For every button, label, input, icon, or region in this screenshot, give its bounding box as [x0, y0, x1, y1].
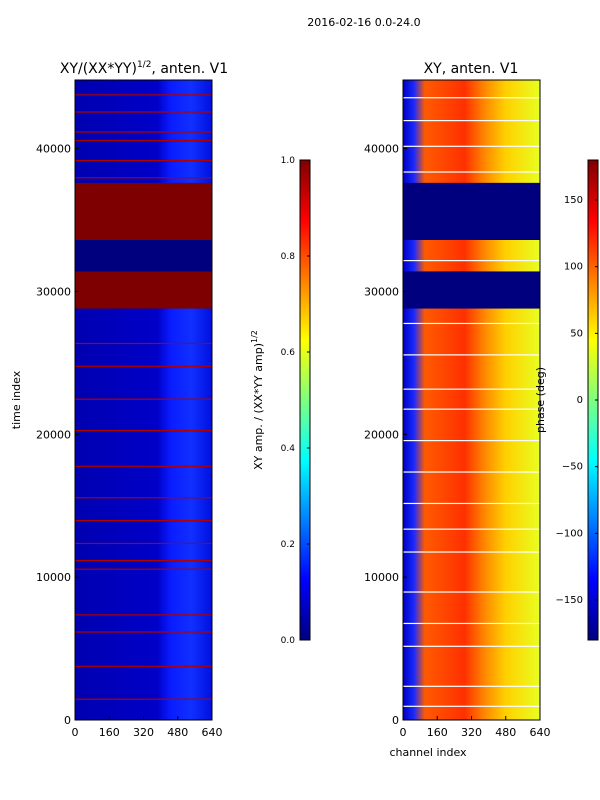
phase-colorbar-tick-label: 150	[564, 195, 583, 206]
amplitude-flagged-row	[75, 568, 212, 570]
phase-flagged-row	[403, 705, 540, 707]
amplitude-y-axis-label: time index	[10, 370, 23, 429]
figure-suptitle: 2016-02-16 0.0-24.0	[307, 16, 420, 29]
phase-x-tick-label: 480	[495, 726, 516, 739]
amplitude-x-tick-label: 320	[133, 726, 154, 739]
phase-flagged-row	[403, 145, 540, 147]
amplitude-x-tick-label: 160	[99, 726, 120, 739]
amplitude-x-tick-label: 640	[202, 726, 223, 739]
phase-flagged-row	[403, 408, 540, 410]
amplitude-x-tick-label: 0	[72, 726, 79, 739]
amplitude-flagged-row	[75, 94, 212, 96]
phase-x-axis-label: channel index	[389, 746, 467, 759]
amplitude-flagged-row	[75, 497, 212, 499]
phase-colorbar-label: phase (deg)	[534, 367, 547, 433]
amplitude-y-ticks: 0 10000 20000 30000 40000	[36, 143, 79, 727]
phase-low-band	[403, 182, 540, 240]
amplitude-flagged-row	[75, 542, 212, 545]
phase-x-tick-label: 640	[530, 726, 551, 739]
phase-colorbar-tick-label: 50	[570, 328, 583, 339]
amplitude-flagged-row	[75, 631, 212, 633]
amplitude-panel-title: XY/(XX*YY)1/2, anten. V1	[60, 60, 228, 77]
amplitude-y-tick-label: 10000	[36, 571, 71, 584]
amplitude-flagged-row	[75, 111, 212, 113]
amplitude-flagged-row	[75, 140, 212, 142]
amplitude-flagged-row	[75, 131, 212, 133]
amplitude-colorbar-tick-label: 0.2	[281, 540, 295, 550]
phase-low-band	[403, 271, 540, 309]
phase-flagged-row	[403, 354, 540, 356]
amplitude-flagged-row	[75, 365, 212, 367]
amplitude-x-ticks: 0 160 320 480 640	[72, 716, 223, 739]
amplitude-y-tick-label: 20000	[36, 428, 71, 441]
phase-flagged-row	[403, 622, 540, 625]
phase-y-tick-label: 30000	[364, 285, 399, 298]
phase-x-tick-label: 0	[400, 726, 407, 739]
amplitude-flagged-row	[75, 614, 212, 616]
phase-colorbar-tick-label: 100	[564, 262, 583, 273]
amplitude-flagged-row	[75, 560, 212, 562]
amplitude-low-band	[75, 240, 212, 272]
phase-flagged-row	[403, 260, 540, 262]
amplitude-saturated-band	[75, 182, 212, 240]
phase-y-tick-label: 40000	[364, 143, 399, 156]
phase-colorbar-tick-label: 0	[577, 395, 583, 406]
phase-flagged-row	[403, 440, 540, 442]
amplitude-y-tick-label: 40000	[36, 143, 71, 156]
amplitude-y-tick-label: 0	[64, 714, 71, 727]
phase-flagged-row	[403, 471, 540, 473]
phase-x-ticks: 0 160 320 480 640	[400, 716, 551, 739]
phase-flagged-row	[403, 528, 540, 530]
amplitude-colorbar-gradient	[299, 159, 311, 641]
amplitude-saturated-band	[75, 271, 212, 309]
amplitude-heatmap-base	[75, 80, 212, 720]
phase-flagged-row	[403, 97, 540, 99]
phase-colorbar-tick-label: −100	[556, 528, 583, 539]
phase-flagged-row	[403, 388, 540, 390]
amplitude-colorbar: 0.0 0.2 0.4 0.6 0.8 1.0 XY amp. / (XX*YY amp)…	[250, 156, 311, 646]
phase-x-tick-label: 320	[461, 726, 482, 739]
amplitude-panel: XY/(XX*YY)1/2, anten. V1 0 160 320 480 640 0…	[10, 60, 228, 739]
amplitude-colorbar-tick-label: 0.4	[281, 444, 296, 454]
phase-flagged-row	[403, 551, 540, 553]
amplitude-colorbar-tick-label: 0.6	[281, 348, 296, 358]
phase-flagged-row	[403, 171, 540, 173]
amplitude-x-tick-label: 480	[167, 726, 188, 739]
phase-flagged-row	[403, 502, 540, 505]
amplitude-flagged-row	[75, 465, 212, 467]
phase-flagged-row	[403, 645, 540, 647]
phase-flagged-row	[403, 591, 540, 593]
amplitude-flagged-row	[75, 342, 212, 345]
amplitude-colorbar-tick-label: 0.8	[281, 252, 296, 262]
phase-y-tick-label: 0	[392, 714, 399, 727]
amplitude-y-tick-label: 30000	[36, 285, 71, 298]
phase-panel-title: XY, anten. V1	[424, 61, 519, 77]
amplitude-flagged-row	[75, 520, 212, 522]
amplitude-flagged-row	[75, 698, 212, 700]
phase-x-tick-label: 160	[427, 726, 448, 739]
phase-colorbar: −150 −100 −50 0 50 100 150 phase (deg)	[534, 159, 599, 641]
phase-colorbar-tick-label: −150	[556, 595, 583, 606]
phase-y-ticks: 0 10000 20000 30000 40000	[364, 143, 407, 727]
amplitude-colorbar-tick-label: 0.0	[281, 636, 296, 646]
amplitude-colorbar-tick-label: 1.0	[281, 156, 296, 166]
amplitude-colorbar-label: XY amp. / (XX*YY amp)1/2	[250, 330, 265, 470]
phase-y-tick-label: 20000	[364, 428, 399, 441]
phase-flagged-row	[403, 685, 540, 687]
amplitude-flagged-row	[75, 398, 212, 400]
amplitude-flagged-row	[75, 665, 212, 667]
phase-panel: XY, anten. V1 0 160 320 480 640 0 10000 20000 3…	[364, 61, 551, 759]
phase-flagged-row	[403, 322, 540, 325]
phase-flagged-row	[403, 120, 540, 122]
amplitude-flagged-row	[75, 177, 212, 179]
phase-y-tick-label: 10000	[364, 571, 399, 584]
amplitude-flagged-row	[75, 160, 212, 162]
amplitude-flagged-row	[75, 430, 212, 432]
phase-colorbar-tick-label: −50	[562, 462, 583, 473]
